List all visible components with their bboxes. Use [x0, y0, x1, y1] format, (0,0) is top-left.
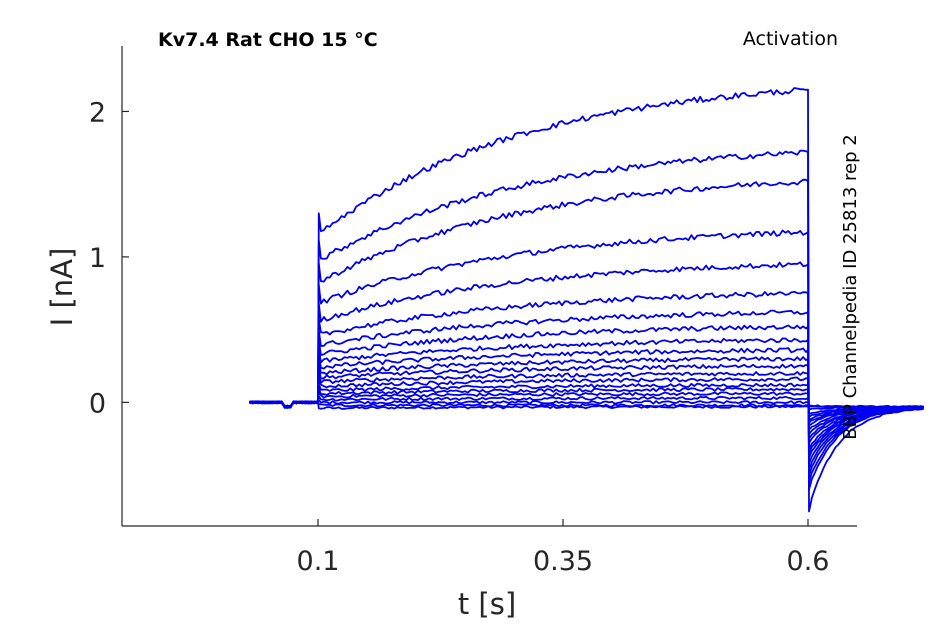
plot-traces	[248, 87, 924, 513]
current-trace	[248, 347, 924, 444]
x-ticks: 0.1 0.35 0.6	[297, 519, 830, 577]
side-label: BBP Channelpedia ID 25813 rep 2	[840, 134, 861, 439]
current-trace	[249, 382, 924, 424]
x-tick-label: 0.6	[787, 546, 830, 577]
y-tick-label: 0	[89, 388, 106, 419]
chart-title-right: Activation	[743, 28, 838, 50]
x-axis-title: t [s]	[458, 587, 516, 621]
y-tick-label: 1	[89, 243, 106, 274]
y-axis-title: I [nA]	[45, 248, 79, 327]
current-trace	[249, 87, 924, 513]
current-trace	[249, 337, 924, 450]
current-trace	[249, 261, 924, 471]
current-trace	[249, 400, 924, 410]
x-tick-label: 0.35	[533, 546, 593, 577]
x-tick-label: 0.1	[297, 546, 340, 577]
current-trace	[249, 400, 924, 409]
current-trace	[249, 387, 924, 421]
current-trace	[249, 376, 924, 427]
current-trace	[249, 178, 924, 484]
y-ticks: 0 1 2	[89, 97, 129, 419]
current-trace	[249, 309, 924, 459]
current-trace	[248, 290, 924, 465]
current-trace	[249, 356, 924, 440]
current-trace	[249, 391, 924, 418]
current-trace	[249, 324, 924, 455]
current-trace	[249, 399, 924, 411]
current-trace	[249, 149, 924, 491]
current-trace	[249, 229, 924, 476]
chart-title-left: Kv7.4 Rat CHO 15 °C	[158, 29, 378, 51]
current-trace	[249, 363, 924, 436]
y-tick-label: 2	[89, 97, 106, 128]
current-trace	[249, 395, 924, 415]
current-trace	[249, 371, 924, 431]
